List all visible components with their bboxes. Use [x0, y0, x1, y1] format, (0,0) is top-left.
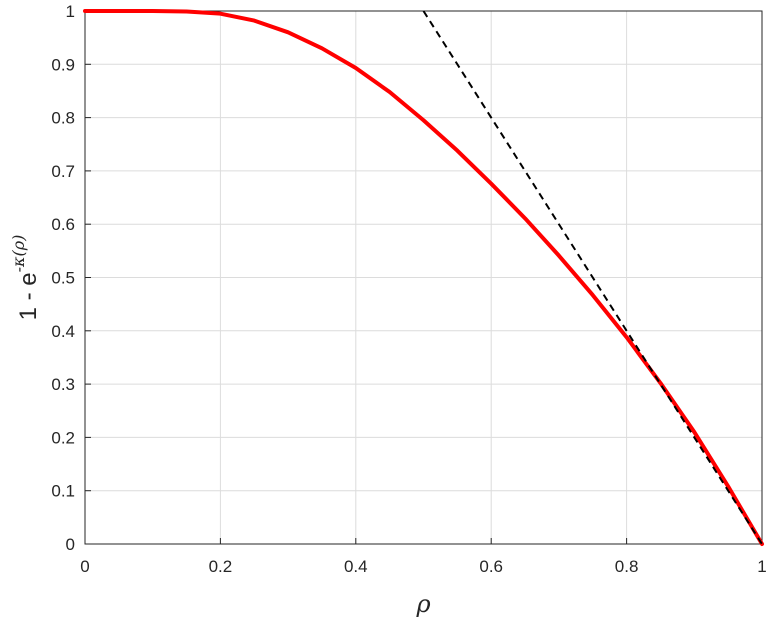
x-tick-label: 0.4 — [344, 557, 368, 576]
x-axis-label: ρ — [415, 590, 430, 618]
y-tick-label: 0.8 — [51, 109, 75, 128]
y-tick-label: 0.3 — [51, 375, 75, 394]
grid — [84, 10, 763, 545]
y-tick-label: 0 — [66, 535, 75, 554]
y-tick-label: 0.7 — [51, 162, 75, 181]
x-tick-label: 1 — [757, 557, 766, 576]
series-group — [83, 9, 764, 546]
y-tick-label: 0.5 — [51, 269, 75, 288]
y-axis-ticks: 0 0.1 0.2 0.3 0.4 0.5 0.6 0.7 0.8 0.9 1 — [51, 2, 91, 554]
y-axis-label-base: 1 - e — [15, 272, 42, 320]
x-tick-label: 0.8 — [615, 557, 639, 576]
y-tick-label: 0.1 — [51, 482, 75, 501]
y-tick-label: 0.9 — [51, 55, 75, 74]
y-axis-label: 1 - e-κ(ρ) — [9, 235, 42, 321]
x-axis-ticks: 0 0.2 0.4 0.6 0.8 1 — [80, 538, 767, 576]
x-tick-label: 0.2 — [209, 557, 233, 576]
y-tick-label: 0.4 — [51, 322, 75, 341]
series-line-dashed — [422, 10, 763, 545]
y-axis-label-exponent: -κ(ρ) — [9, 235, 28, 273]
y-tick-label: 0.6 — [51, 215, 75, 234]
x-tick-label: 0 — [80, 557, 89, 576]
y-tick-label: 1 — [66, 2, 75, 21]
y-tick-label: 0.2 — [51, 428, 75, 447]
x-tick-label: 0.6 — [479, 557, 503, 576]
